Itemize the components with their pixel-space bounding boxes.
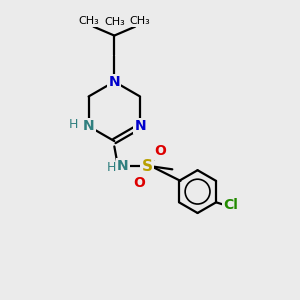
Text: N: N bbox=[117, 159, 128, 173]
Text: CH₃: CH₃ bbox=[104, 17, 125, 27]
Text: N: N bbox=[134, 119, 146, 133]
Text: S: S bbox=[142, 159, 152, 174]
Text: N: N bbox=[83, 119, 94, 133]
Text: CH₃: CH₃ bbox=[129, 16, 150, 26]
Text: Cl: Cl bbox=[224, 198, 238, 212]
Text: H: H bbox=[107, 161, 116, 174]
Text: O: O bbox=[134, 176, 146, 190]
Text: CH₃: CH₃ bbox=[79, 16, 99, 26]
Text: N: N bbox=[109, 75, 120, 88]
Text: O: O bbox=[154, 145, 166, 158]
Text: H: H bbox=[68, 118, 78, 131]
